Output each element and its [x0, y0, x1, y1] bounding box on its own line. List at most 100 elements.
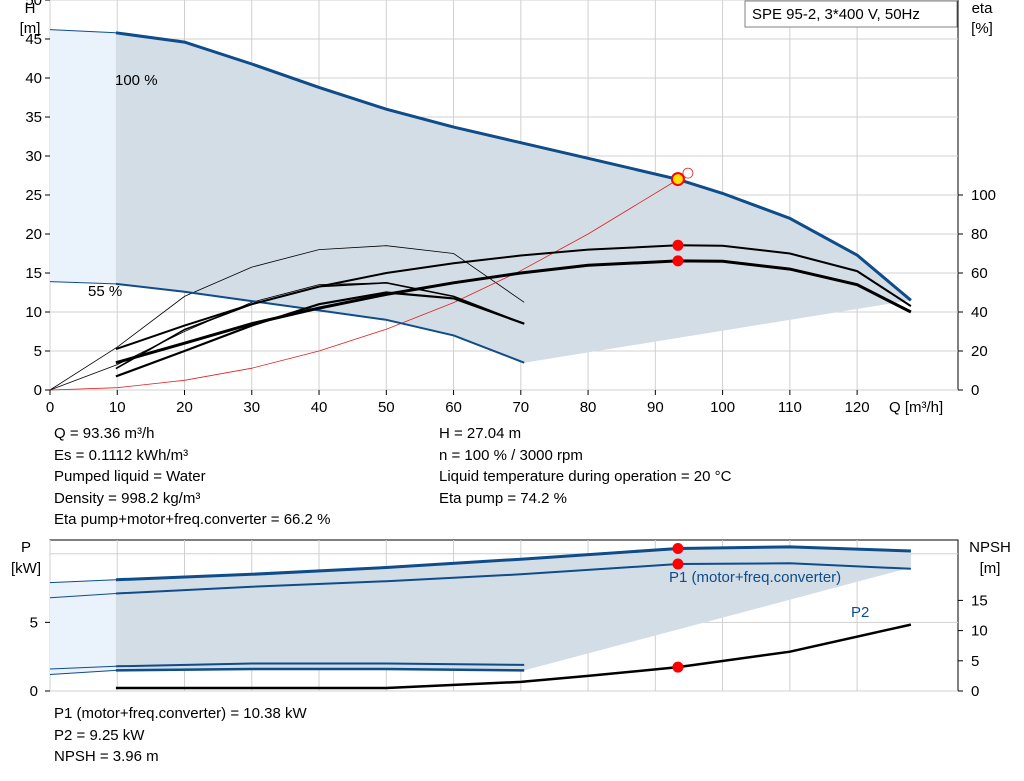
head-100-thin — [49, 29, 116, 34]
p1-55-thin — [49, 665, 116, 670]
h-tick-label: 15 — [25, 265, 42, 282]
power-curves — [49, 545, 912, 690]
chart-title: SPE 95-2, 3*400 V, 50Hz — [752, 6, 920, 23]
h-tick-label: 5 — [34, 343, 42, 360]
npsh-tick-label: 10 — [971, 623, 988, 640]
eta-axis-label-2: [%] — [971, 20, 993, 37]
info-temperature: Liquid temperature during operation = 20… — [439, 468, 732, 485]
p1-curve-label: P1 (motor+freq.converter) — [669, 569, 841, 586]
head-operating-points — [670, 167, 694, 267]
duty-point-npsh — [672, 661, 684, 673]
eta-tick-label: 60 — [971, 265, 988, 282]
npsh-tick-label: 5 — [971, 653, 979, 670]
duty-point-ghost — [682, 167, 694, 179]
duty-point-eta-pump — [672, 239, 684, 251]
head-axis-ticks: 0 10 20 30 40 50 60 70 80 90 100 110 120 0 5 10 15 20 25 30… — [25, 0, 996, 416]
p2-55-curve — [115, 667, 525, 672]
info-energy: Es = 0.1112 kWh/m³ — [54, 446, 189, 464]
p2-curve — [115, 562, 911, 595]
info-flow: Q = 93.36 m³/h — [54, 425, 155, 442]
head-envelope — [50, 29, 911, 363]
info-npsh: NPSH = 3.96 m — [54, 748, 159, 765]
npsh-axis-label-1: NPSH — [969, 539, 1011, 556]
x-tick-label: 120 — [845, 399, 870, 416]
head-chart: 0 10 20 30 40 50 60 70 80 90 100 110 120 0 5 10 15 20 25 30… — [20, 0, 996, 416]
eta-pump-thin — [49, 245, 525, 391]
power-chart: 0 5 0 5 10 15 P [kW] NPSH [m] P1 (motor+freq.… — [11, 539, 1011, 700]
p-axis-label-1: P — [21, 539, 31, 556]
head-55-thin — [49, 281, 116, 285]
envelope-main — [115, 32, 911, 363]
x-tick-label: 60 — [445, 399, 462, 416]
info-p2: P2 = 9.25 kW — [54, 726, 145, 744]
npsh-curve — [115, 623, 912, 690]
x-tick-label: 100 — [710, 399, 735, 416]
p1-thin — [49, 579, 116, 584]
power-axis-ticks: 0 5 0 5 10 15 — [30, 592, 988, 700]
envelope-light — [50, 29, 116, 284]
p1-curve — [115, 545, 911, 582]
info-bottom: P1 (motor+freq.converter) = 10.38 kW P2 … — [54, 703, 307, 768]
h-tick-label: 40 — [25, 70, 42, 87]
h-tick-label: 0 — [34, 382, 42, 399]
power-envelope-light — [50, 579, 116, 675]
info-p1: P1 (motor+freq.converter) = 10.38 kW — [54, 705, 307, 722]
p2-thin — [49, 593, 116, 599]
info-eta-total: Eta pump+motor+freq.converter = 66.2 % — [54, 511, 331, 528]
head-curve-100 — [115, 31, 912, 302]
eta-tick-label: 40 — [971, 304, 988, 321]
h-axis-label-1: H — [25, 0, 36, 17]
info-top-left: Q = 93.36 m³/h Es = 0.1112 kWh/m³ Pumped… — [54, 423, 330, 531]
power-operating-points — [672, 543, 684, 673]
head-curve-55 — [115, 282, 525, 364]
p-axis-label-2: [kW] — [11, 560, 41, 577]
npsh-axis-label-2: [m] — [980, 560, 1001, 577]
x-tick-label: 80 — [580, 399, 597, 416]
h-tick-label: 20 — [25, 226, 42, 243]
eta-tick-label: 20 — [971, 343, 988, 360]
h-tick-label: 25 — [25, 187, 42, 204]
chart-title-box — [744, 0, 958, 28]
duty-point-p2 — [672, 558, 684, 570]
eta-total-curve-55 — [115, 291, 525, 378]
q-axis-label: Q [m³/h] — [889, 399, 943, 416]
eta-pump-curve-55 — [115, 281, 525, 370]
h-tick-label: 50 — [25, 0, 42, 9]
h-tick-label: 35 — [25, 109, 42, 126]
info-head: H = 27.04 m — [439, 425, 522, 442]
eta-total-curve-100 — [115, 259, 912, 365]
curve-label-55: 55 % — [88, 283, 122, 300]
eta-axis-label-1: eta — [972, 0, 994, 17]
x-tick-label: 70 — [512, 399, 529, 416]
power-envelope-main — [115, 546, 911, 671]
npsh-tick-label: 15 — [971, 592, 988, 609]
power-envelope — [50, 546, 911, 675]
eta-tick-label: 100 — [971, 187, 996, 204]
x-tick-label: 50 — [378, 399, 395, 416]
h-tick-label: 30 — [25, 148, 42, 165]
x-tick-label: 90 — [647, 399, 664, 416]
eta-tick-label: 80 — [971, 226, 988, 243]
h-axis-label-2: [m] — [20, 20, 41, 37]
p2-curve-label: P2 — [851, 604, 869, 621]
info-liquid: Pumped liquid = Water — [54, 468, 206, 485]
x-tick-label: 20 — [176, 399, 193, 416]
p-tick-label: 0 — [30, 683, 38, 700]
duty-point-eta-total — [672, 255, 684, 267]
h-tick-label: 10 — [25, 304, 42, 321]
info-density: Density = 998.2 kg/m³ — [54, 489, 201, 507]
p2-55-thin — [49, 669, 116, 675]
duty-point-p1 — [672, 543, 684, 555]
p1-55-curve — [115, 662, 525, 668]
p-tick-label: 5 — [30, 614, 38, 631]
h-tick-label: 45 — [25, 31, 42, 48]
curve-label-100: 100 % — [115, 72, 158, 89]
info-top-right: H = 27.04 m n = 100 % / 3000 rpm Liquid … — [439, 423, 731, 509]
npsh-tick-label: 0 — [971, 683, 979, 700]
x-tick-label: 30 — [243, 399, 260, 416]
info-eta-pump: Eta pump = 74.2 % — [439, 489, 567, 507]
x-tick-label: 110 — [778, 399, 802, 416]
x-tick-label: 40 — [311, 399, 328, 416]
duty-point-head — [670, 172, 685, 187]
